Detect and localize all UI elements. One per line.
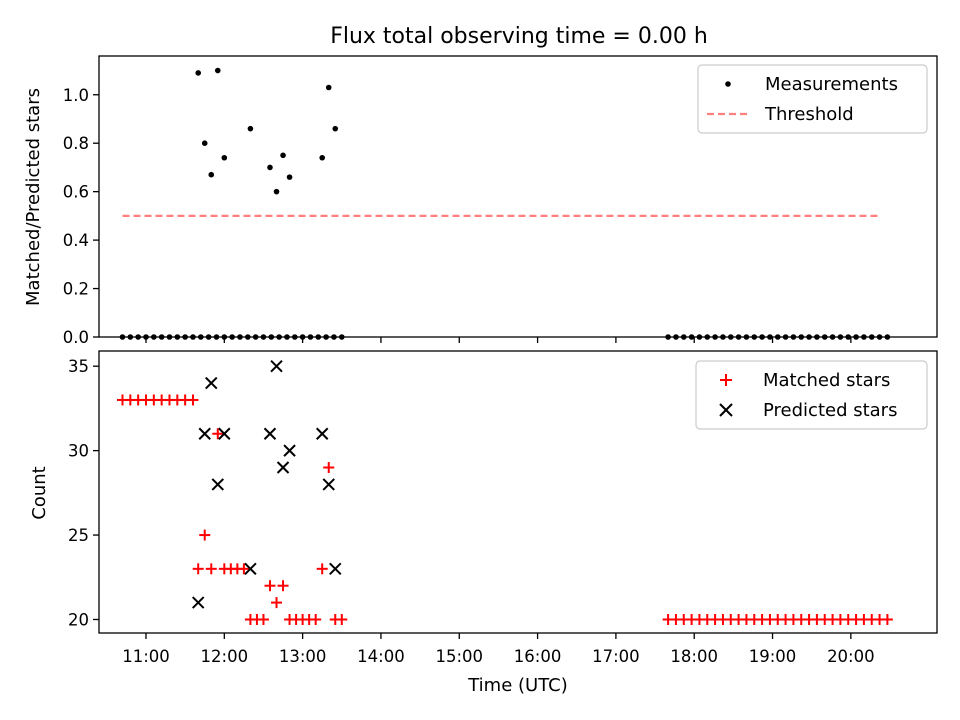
bottom-legend: Matched stars Predicted stars <box>695 360 928 430</box>
measurement-point <box>214 67 221 74</box>
measurement-point <box>208 171 215 178</box>
matched-star-marker <box>212 428 224 440</box>
legend-marker-predicted-stars <box>719 403 733 417</box>
measurement-point <box>221 154 228 161</box>
predicted-star-marker <box>191 596 205 609</box>
predicted-star-marker <box>270 359 283 373</box>
matched-star-marker <box>881 613 893 625</box>
x-tick-label-19-00: 19:00 <box>749 647 797 666</box>
predicted-star-marker <box>276 461 290 474</box>
bottom-axes-frame <box>98 350 938 634</box>
bottom-y-ticks: 20 25 30 35 <box>68 357 99 629</box>
measurement-point <box>280 152 286 159</box>
matched-star-marker <box>205 563 217 575</box>
predicted-star-marker <box>322 478 335 491</box>
top-legend-box <box>697 64 928 134</box>
matched-star-marker <box>316 563 328 575</box>
measurement-point <box>267 164 273 171</box>
x-tick-label-17-00: 17:00 <box>592 647 640 666</box>
matched-star-marker <box>310 613 322 625</box>
top-y-tick-label-0-0: 0.0 <box>63 328 89 347</box>
top-y-ticks: 0.0 0.2 0.4 0.6 0.8 1.0 <box>63 86 99 347</box>
measurement-point <box>201 140 208 147</box>
measurement-point <box>325 84 332 91</box>
matched-star-marker <box>199 529 211 541</box>
predicted-star-marker <box>198 427 211 440</box>
bottom-y-axis-label: Count <box>29 466 50 519</box>
top-axes: 0.0 0.2 0.4 0.6 0.8 1.0 Matched/Predicted sta… <box>23 55 938 347</box>
matched-star-marker <box>257 613 269 625</box>
x-tick-label-15-00: 15:00 <box>435 647 483 666</box>
matched-star-marker <box>323 462 335 474</box>
bottom-y-tick-label-20: 20 <box>68 610 89 629</box>
predicted-star-marker <box>315 427 329 440</box>
measurement-point <box>247 125 254 132</box>
top-y-axis-label: Matched/Predicted stars <box>23 88 44 306</box>
top-legend: Measurements Threshold <box>697 64 928 134</box>
measurement-point <box>319 154 326 161</box>
bottom-plot-marks <box>116 359 893 625</box>
predicted-star-marker <box>205 376 218 390</box>
top-y-tick-label-0-8: 0.8 <box>63 134 89 153</box>
legend-label-predicted-stars: Predicted stars <box>763 400 897 421</box>
legend-label-threshold: Threshold <box>764 104 854 125</box>
legend-label-measurements: Measurements <box>765 74 898 95</box>
legend-label-matched-stars: Matched stars <box>763 370 890 391</box>
x-axis-label: Time (UTC) <box>467 675 568 696</box>
predicted-star-marker <box>283 444 296 457</box>
x-tick-label-11-00: 11:00 <box>122 647 170 666</box>
top-y-tick-label-0-6: 0.6 <box>63 183 89 202</box>
x-tick-label-13-00: 13:00 <box>279 647 327 666</box>
bottom-y-tick-label-25: 25 <box>68 526 89 545</box>
measurement-point <box>195 70 202 76</box>
x-tick-label-20-00: 20:00 <box>827 647 875 666</box>
chart-title: Flux total observing time = 0.00 h <box>330 24 708 49</box>
top-y-tick-label-0-2: 0.2 <box>63 280 89 299</box>
predicted-star-marker <box>218 427 231 440</box>
predicted-star-marker <box>263 427 277 440</box>
legend-marker-matched-stars <box>720 374 732 386</box>
matched-star-marker <box>187 394 199 406</box>
bottom-legend-box <box>695 360 928 430</box>
bottom-x-ticks: 11:00 12:00 13:00 14:00 15:00 16:00 17:00 18:00… <box>122 633 875 666</box>
measurement-point <box>273 188 280 195</box>
predicted-star-marker <box>211 478 224 491</box>
bottom-y-tick-label-35: 35 <box>68 357 89 376</box>
matched-star-marker <box>238 563 250 575</box>
bottom-y-tick-label-30: 30 <box>68 442 89 461</box>
x-tick-label-18-00: 18:00 <box>670 647 718 666</box>
top-y-tick-label-0-4: 0.4 <box>63 231 89 250</box>
x-tick-label-16-00: 16:00 <box>514 647 562 666</box>
predicted-star-marker <box>329 562 342 576</box>
top-y-tick-label-1-0: 1.0 <box>63 86 89 105</box>
matched-star-marker <box>192 563 204 575</box>
predicted-star-marker <box>244 562 257 576</box>
matched-star-marker <box>336 613 348 625</box>
legend-marker-measurements <box>725 81 731 87</box>
top-axes-frame <box>98 55 938 338</box>
matched-star-marker <box>271 597 283 609</box>
measurement-point <box>286 174 293 180</box>
measurement-point <box>332 125 339 132</box>
matched-star-marker <box>264 580 276 592</box>
matched-star-marker <box>277 580 289 592</box>
top-x-ticks <box>145 337 852 343</box>
x-tick-label-14-00: 14:00 <box>357 647 405 666</box>
x-tick-label-12-00: 12:00 <box>201 647 249 666</box>
